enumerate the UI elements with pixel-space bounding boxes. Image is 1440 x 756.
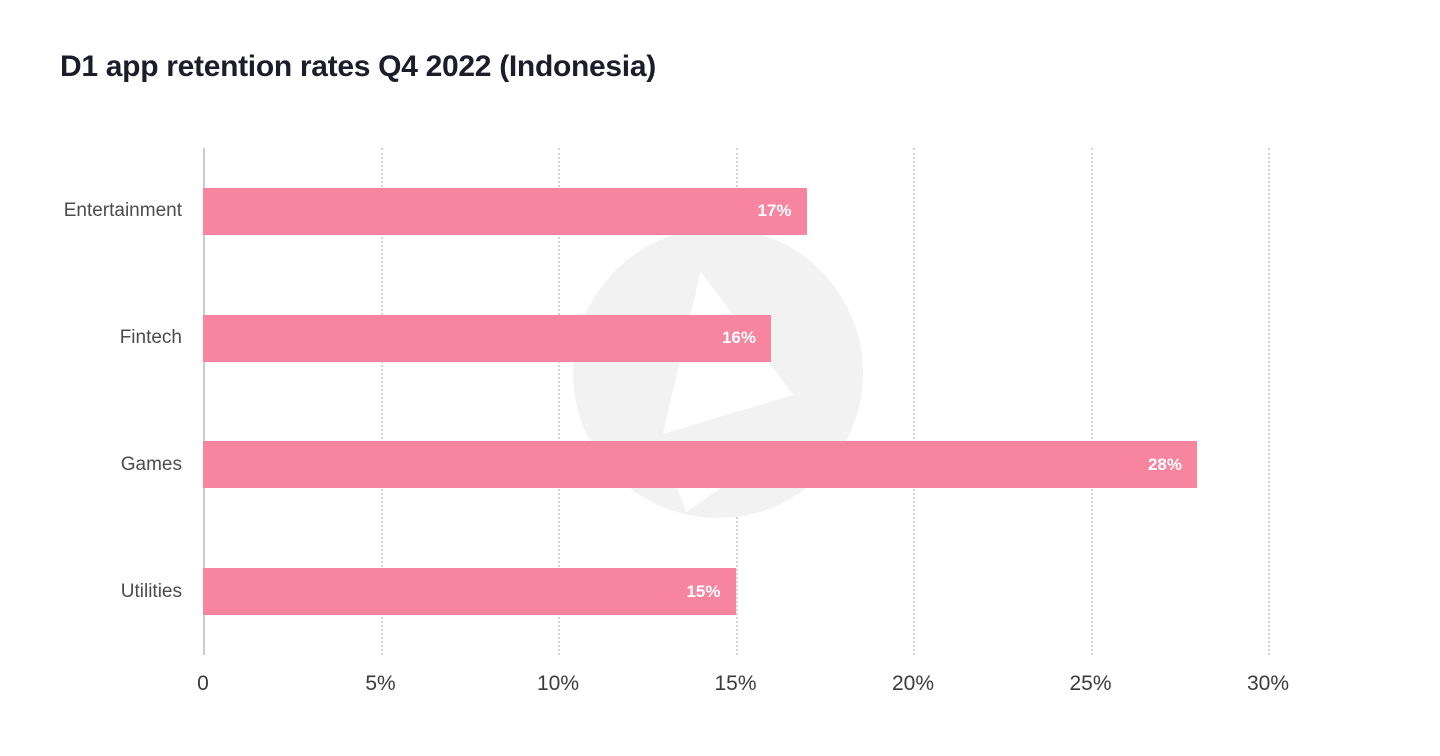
x-tick-label: 25% bbox=[1069, 672, 1112, 695]
x-tick-label: 0 bbox=[197, 672, 209, 695]
gridline bbox=[913, 148, 915, 655]
bar-row: Games 28% bbox=[121, 402, 1268, 529]
x-tick-label: 20% bbox=[891, 672, 935, 695]
x-tick-label: 10% bbox=[536, 672, 580, 695]
category-label: Fintech bbox=[119, 327, 182, 349]
x-tick-label: 5% bbox=[365, 672, 396, 695]
bar: 15% bbox=[203, 568, 736, 616]
bar-value-label: 15% bbox=[686, 581, 721, 601]
bar-value-label: 17% bbox=[757, 201, 792, 221]
x-axis-labels: 0 5% 10% 15% 20% 25% 30% bbox=[197, 672, 1289, 702]
bar-row: Utilities 15% bbox=[121, 528, 1268, 655]
x-tick-label: 30% bbox=[1246, 672, 1290, 695]
bar: 28% bbox=[203, 441, 1197, 489]
bar-value-label: 28% bbox=[1147, 454, 1182, 474]
bar: 16% bbox=[203, 314, 771, 362]
category-label: Games bbox=[120, 453, 182, 475]
bar-value-label: 16% bbox=[721, 328, 756, 348]
bar: 17% bbox=[203, 187, 807, 235]
category-label: Entertainment bbox=[63, 200, 182, 222]
gridline bbox=[558, 148, 560, 655]
gridline bbox=[1090, 148, 1093, 655]
bar-row: Entertainment 17% bbox=[64, 148, 1268, 275]
y-axis-line bbox=[203, 148, 205, 655]
bar-rows: Entertainment 17% Fintech 16% Games 28% Utilit… bbox=[64, 148, 1268, 655]
bar-row: Fintech 16% bbox=[120, 275, 1268, 402]
chart-title: D1 app retention rates Q4 2022 (Indonesi… bbox=[60, 50, 656, 83]
gridline bbox=[380, 148, 383, 655]
plot-area: Entertainment 17% Fintech 16% Games 28% Utilit… bbox=[64, 148, 1270, 655]
category-label: Utilities bbox=[120, 580, 182, 602]
gridline bbox=[1268, 148, 1270, 655]
x-tick-label: 15% bbox=[714, 672, 757, 695]
